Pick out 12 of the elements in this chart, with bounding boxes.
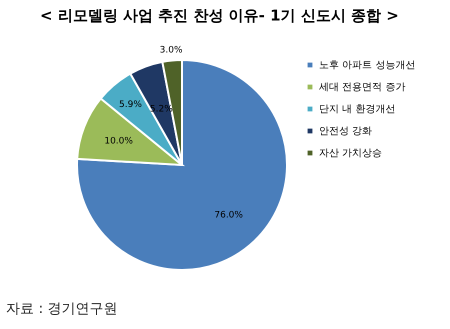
chart-title: < 리모델링 사업 추진 찬성 이유- 1기 신도시 종합 > xyxy=(40,6,399,25)
data-label: 10.0% xyxy=(104,136,134,146)
legend-label: 자산 가치상승 xyxy=(319,148,382,159)
data-label: 5.9% xyxy=(119,100,142,110)
legend-label: 세대 전용면적 증가 xyxy=(319,82,406,93)
data-label: 3.0% xyxy=(160,46,183,56)
legend-label: 단지 내 환경개선 xyxy=(319,104,396,115)
text: 자료 : 경기연구원 xyxy=(6,300,118,318)
legend-label: 노후 아파트 성능개선 xyxy=(319,60,416,71)
legend-label: 안전성 강화 xyxy=(319,126,372,137)
pie-slice xyxy=(76,59,288,271)
data-label: 76.0% xyxy=(214,210,244,220)
